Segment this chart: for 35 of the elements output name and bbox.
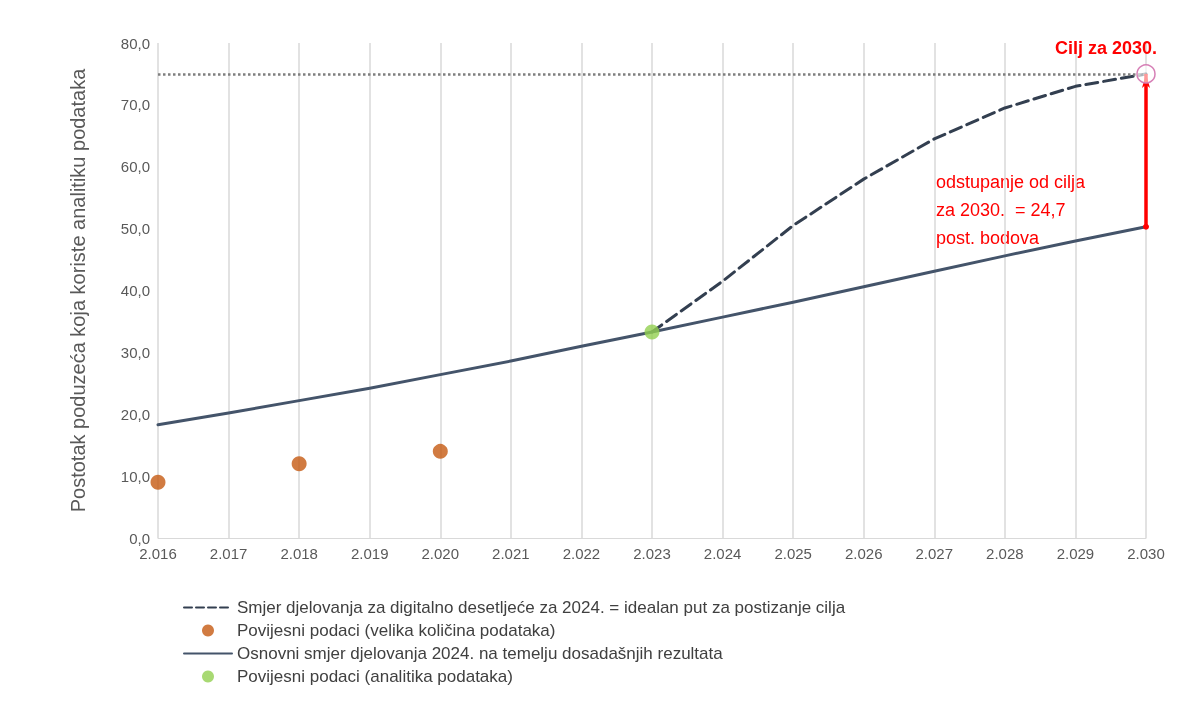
legend-label: Povijesni podaci (velika količina podataka)	[237, 621, 556, 640]
point	[644, 324, 660, 340]
y-tick-label: 40,0	[120, 282, 150, 299]
y-axis-title: Postotak poduzeća koja koriste analitiku podataka	[67, 67, 89, 513]
y-tick-label: 10,0	[120, 467, 150, 485]
x-tick-label: 2.022	[562, 545, 601, 562]
annotation: odstupanje od cilja za 2030. = 24,7 post. bodova	[936, 172, 1091, 248]
point	[291, 456, 307, 472]
x-tick-label: 2.018	[280, 545, 318, 562]
annotation: Cilj za 2030.	[1054, 38, 1158, 59]
x-tick-label: 2.024	[703, 545, 742, 562]
x-tick-label: 2.020	[421, 545, 460, 562]
x-tick-label: 2.026	[844, 545, 883, 562]
y-tick-label: 50,0	[120, 220, 150, 238]
x-tick-label: 2.028	[986, 545, 1024, 562]
x-tick-label: 2.016	[139, 545, 177, 562]
y-tick-label: 60,0	[120, 158, 150, 176]
x-tick-label: 2.027	[915, 545, 954, 562]
point	[432, 443, 448, 459]
y-tick-label: 0,0	[129, 529, 150, 547]
y-tick-label: 70,0	[120, 96, 150, 114]
x-tick-label: 2.021	[492, 545, 530, 562]
x-tick-label: 2.025	[774, 545, 812, 562]
x-tick-label: 2.019	[350, 545, 389, 562]
x-tick-label: 2.023	[633, 545, 671, 562]
legend-label: Smjer djelovanja za digitalno desetljeće za 2024. = idealan put za postizanje cilja	[237, 598, 846, 617]
y-tick-label: 20,0	[120, 405, 150, 423]
x-tick-label: 2.017	[209, 545, 248, 562]
point	[150, 474, 166, 490]
x-tick-label: 2.029	[1056, 545, 1095, 562]
legend-label: Osnovni smjer djelovanja 2024. na temelju dosadašnjih rezultata	[237, 644, 724, 663]
legend-label: Povijesni podaci (analitika podataka)	[237, 667, 513, 686]
x-tick-label: 2.030	[1127, 545, 1165, 562]
y-tick-label: 30,0	[120, 343, 150, 361]
y-tick-label: 80,0	[120, 34, 150, 52]
